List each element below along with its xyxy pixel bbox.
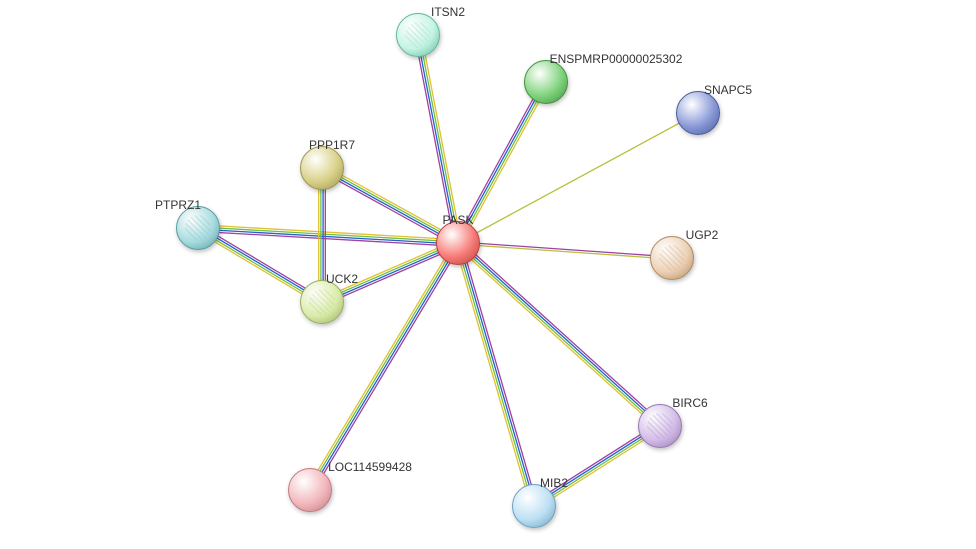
node-label-mib2: MIB2 <box>540 476 568 490</box>
edges-layer <box>0 0 976 549</box>
node-label-snapc5: SNAPC5 <box>704 83 752 97</box>
node-pattern-icon <box>659 245 686 272</box>
node-mib2[interactable] <box>512 484 556 528</box>
node-ppp1r7[interactable] <box>300 146 344 190</box>
node-pattern-icon <box>309 289 336 316</box>
node-loc[interactable] <box>288 468 332 512</box>
node-label-loc: LOC114599428 <box>328 460 412 474</box>
node-label-enspmrp: ENSPMRP00000025302 <box>550 52 683 66</box>
node-enspmrp[interactable] <box>524 60 568 104</box>
node-label-itsn2: ITSN2 <box>431 5 465 19</box>
node-pattern-icon <box>647 413 674 440</box>
node-ptprz1[interactable] <box>176 206 220 250</box>
node-pattern-icon <box>405 22 432 49</box>
node-snapc5[interactable] <box>676 91 720 135</box>
node-birc6[interactable] <box>638 404 682 448</box>
node-label-birc6: BIRC6 <box>672 396 707 410</box>
node-label-pask: PASK <box>442 213 473 227</box>
node-ugp2[interactable] <box>650 236 694 280</box>
node-uck2[interactable] <box>300 280 344 324</box>
node-label-uck2: UCK2 <box>326 272 358 286</box>
network-graph: PASK ITSN2 ENSPMRP00000025302 SNAPC5 PPP1R7 P… <box>0 0 976 549</box>
node-label-ptprz1: PTPRZ1 <box>155 198 201 212</box>
node-pattern-icon <box>185 215 212 242</box>
node-label-ugp2: UGP2 <box>686 228 719 242</box>
node-pask[interactable] <box>436 221 480 265</box>
node-itsn2[interactable] <box>396 13 440 57</box>
node-label-ppp1r7: PPP1R7 <box>309 138 355 152</box>
